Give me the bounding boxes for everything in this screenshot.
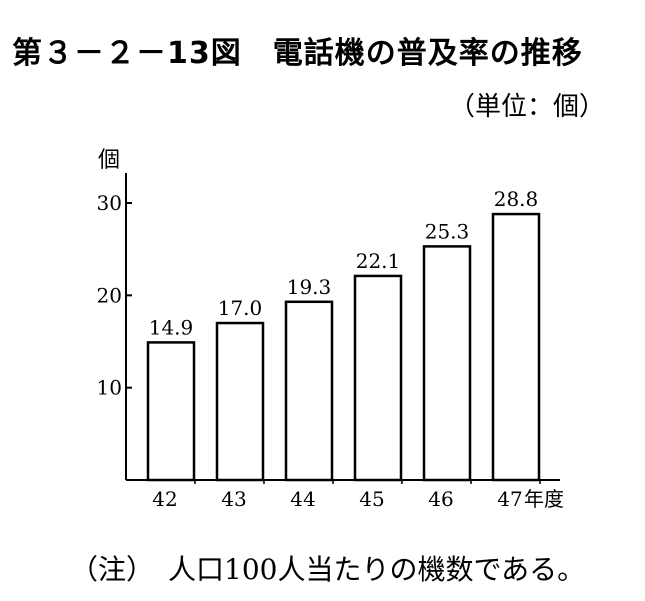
bar (215, 321, 265, 482)
bar-value-label: 19.3 (287, 275, 332, 299)
chart-title: 第３－２－13図 電話機の普及率の推移 (12, 36, 583, 71)
x-tick-label: 45 (359, 487, 384, 511)
y-tick-label: 30 (97, 191, 122, 215)
footnote: （注） 人口100人当たりの機数である。 (70, 553, 586, 586)
y-tick-label: 10 (97, 376, 122, 400)
bar (491, 212, 541, 482)
bar-value-label: 25.3 (425, 219, 470, 243)
unit-label: （単位：個） (448, 92, 605, 122)
x-tick-label: 44 (290, 487, 315, 511)
bar (353, 274, 403, 482)
bar-value-label: 14.9 (149, 315, 194, 339)
bar-chart: 個 10 20 30 14.9 42 17.0 43 19.3 44 22.1 45 25.3 46 28.… (97, 148, 564, 511)
bar-value-label: 17.0 (218, 296, 263, 320)
x-tick-label: 42 (152, 487, 177, 511)
x-tick-label: 47 (497, 487, 522, 511)
x-axis-label: 年度 (524, 487, 564, 511)
bar-value-label: 22.1 (356, 249, 401, 273)
bar (422, 245, 472, 482)
x-tick-label: 46 (428, 487, 453, 511)
bar (146, 341, 196, 482)
bar (284, 300, 334, 482)
x-tick-label: 43 (221, 487, 246, 511)
chart-labels: 個 10 20 30 14.9 42 17.0 43 19.3 44 22.1 45 25.3 46 28.… (97, 148, 564, 511)
y-tick-label: 20 (97, 283, 122, 307)
bar-value-label: 28.8 (494, 187, 539, 211)
y-axis-label: 個 (98, 148, 120, 173)
chart-bars (146, 212, 541, 482)
